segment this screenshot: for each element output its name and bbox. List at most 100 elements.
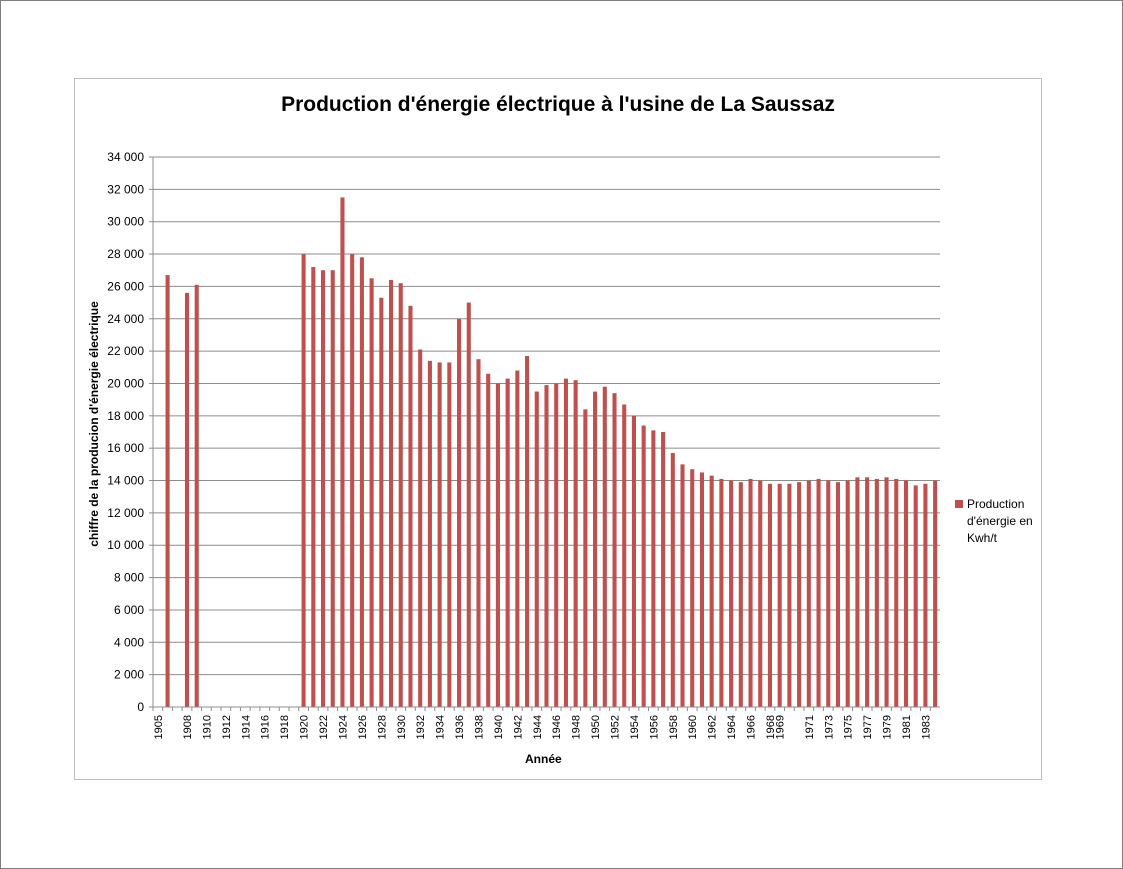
y-tick-label: 8 000: [114, 571, 144, 585]
bar: [767, 483, 773, 707]
x-tick-label: 1918: [279, 715, 291, 739]
x-tick-label: 1969: [775, 715, 787, 739]
bar: [602, 386, 607, 707]
bar: [408, 305, 413, 707]
x-tick-label: 1958: [668, 715, 680, 739]
y-tick-label: 28 000: [107, 247, 144, 261]
bar: [573, 380, 578, 707]
y-tick-label: 16 000: [107, 441, 144, 455]
bar: [165, 275, 170, 707]
bar: [670, 453, 675, 707]
y-tick-label: 30 000: [107, 215, 144, 229]
bar: [379, 297, 384, 707]
x-tick-label: 1916: [260, 715, 272, 739]
bar: [699, 472, 704, 707]
x-tick-label: 1936: [454, 715, 466, 739]
x-tick-label: 1960: [687, 715, 699, 739]
bar: [505, 378, 510, 707]
bar: [194, 284, 199, 707]
x-tick-label: 1964: [726, 715, 738, 739]
bar: [350, 254, 355, 707]
bar: [301, 254, 306, 707]
bar: [340, 197, 345, 708]
bar: [933, 480, 938, 707]
x-tick-label: 1952: [610, 715, 622, 739]
bar: [845, 480, 850, 707]
bar: [651, 430, 656, 707]
y-tick-label: 10 000: [107, 538, 144, 552]
x-tick-label: 1922: [318, 715, 330, 739]
legend-swatch: [955, 500, 963, 508]
bar: [486, 373, 491, 707]
bar: [583, 409, 588, 707]
bar: [874, 478, 879, 707]
y-tick-label: 26 000: [107, 279, 144, 293]
bar: [748, 478, 753, 707]
x-tick-label: 1912: [221, 715, 233, 739]
bar: [612, 393, 617, 707]
y-tick-label: 18 000: [107, 409, 144, 423]
x-tick-label: 1908: [182, 715, 194, 739]
x-tick-label: 1975: [843, 715, 855, 739]
x-tick-label: 1934: [435, 715, 447, 739]
bar: [729, 480, 734, 707]
bar: [777, 483, 782, 707]
y-tick-label: 20 000: [107, 376, 144, 390]
bar: [661, 432, 666, 707]
bar: [797, 482, 802, 707]
y-tick-label: 2 000: [114, 668, 144, 682]
x-tick-label: 1971: [804, 715, 816, 739]
x-tick-label: 1910: [201, 715, 213, 739]
x-tick-label: 1973: [823, 715, 835, 739]
y-tick-label: 6 000: [114, 603, 144, 617]
bar: [709, 475, 714, 707]
x-tick-label: 1932: [415, 715, 427, 739]
x-tick-label: 1938: [473, 715, 485, 739]
bar: [738, 482, 743, 707]
x-tick-label: 1954: [629, 715, 641, 739]
y-axis-label: chiffre de la producion d'énergie électr…: [87, 301, 101, 547]
bar: [865, 477, 870, 707]
bar: [884, 477, 889, 707]
bar: [563, 378, 568, 707]
bar: [476, 359, 481, 707]
x-tick-label: 1926: [357, 715, 369, 739]
bar: [641, 425, 646, 707]
y-tick-label: 32 000: [107, 182, 144, 196]
y-tick-label: 0: [137, 700, 144, 714]
x-tick-label: 1977: [862, 715, 874, 739]
bar: [369, 278, 374, 707]
bar: [631, 415, 636, 707]
x-tick-label: 1956: [648, 715, 660, 739]
y-tick-label: 12 000: [107, 506, 144, 520]
chart-title: Production d'énergie électrique à l'usin…: [281, 93, 835, 116]
x-tick-label: 1942: [512, 715, 524, 739]
x-tick-label: 1946: [551, 715, 563, 739]
bar: [690, 469, 695, 707]
x-tick-label: 1924: [337, 715, 349, 739]
bar: [855, 477, 860, 707]
y-tick-label: 34 000: [107, 150, 144, 164]
x-tick-label: 1983: [920, 715, 932, 739]
x-axis-label: Année: [525, 752, 562, 766]
bar: [758, 480, 763, 707]
x-tick-label: 1930: [396, 715, 408, 739]
bar: [835, 482, 841, 707]
x-tick-label: 1962: [707, 715, 719, 739]
bar: [398, 283, 403, 707]
bar: [418, 349, 423, 707]
bar: [184, 292, 190, 707]
bar: [806, 480, 811, 707]
bar: [816, 478, 821, 707]
bar: [903, 480, 909, 707]
x-tick-label: 1950: [590, 715, 602, 739]
bar: [787, 483, 792, 707]
bar: [389, 279, 394, 707]
y-tick-label: 14 000: [107, 474, 144, 488]
bar: [913, 485, 918, 707]
bar: [593, 391, 598, 707]
bar: [466, 302, 471, 707]
x-tick-label: 1968: [765, 715, 777, 739]
bar: [525, 355, 530, 707]
